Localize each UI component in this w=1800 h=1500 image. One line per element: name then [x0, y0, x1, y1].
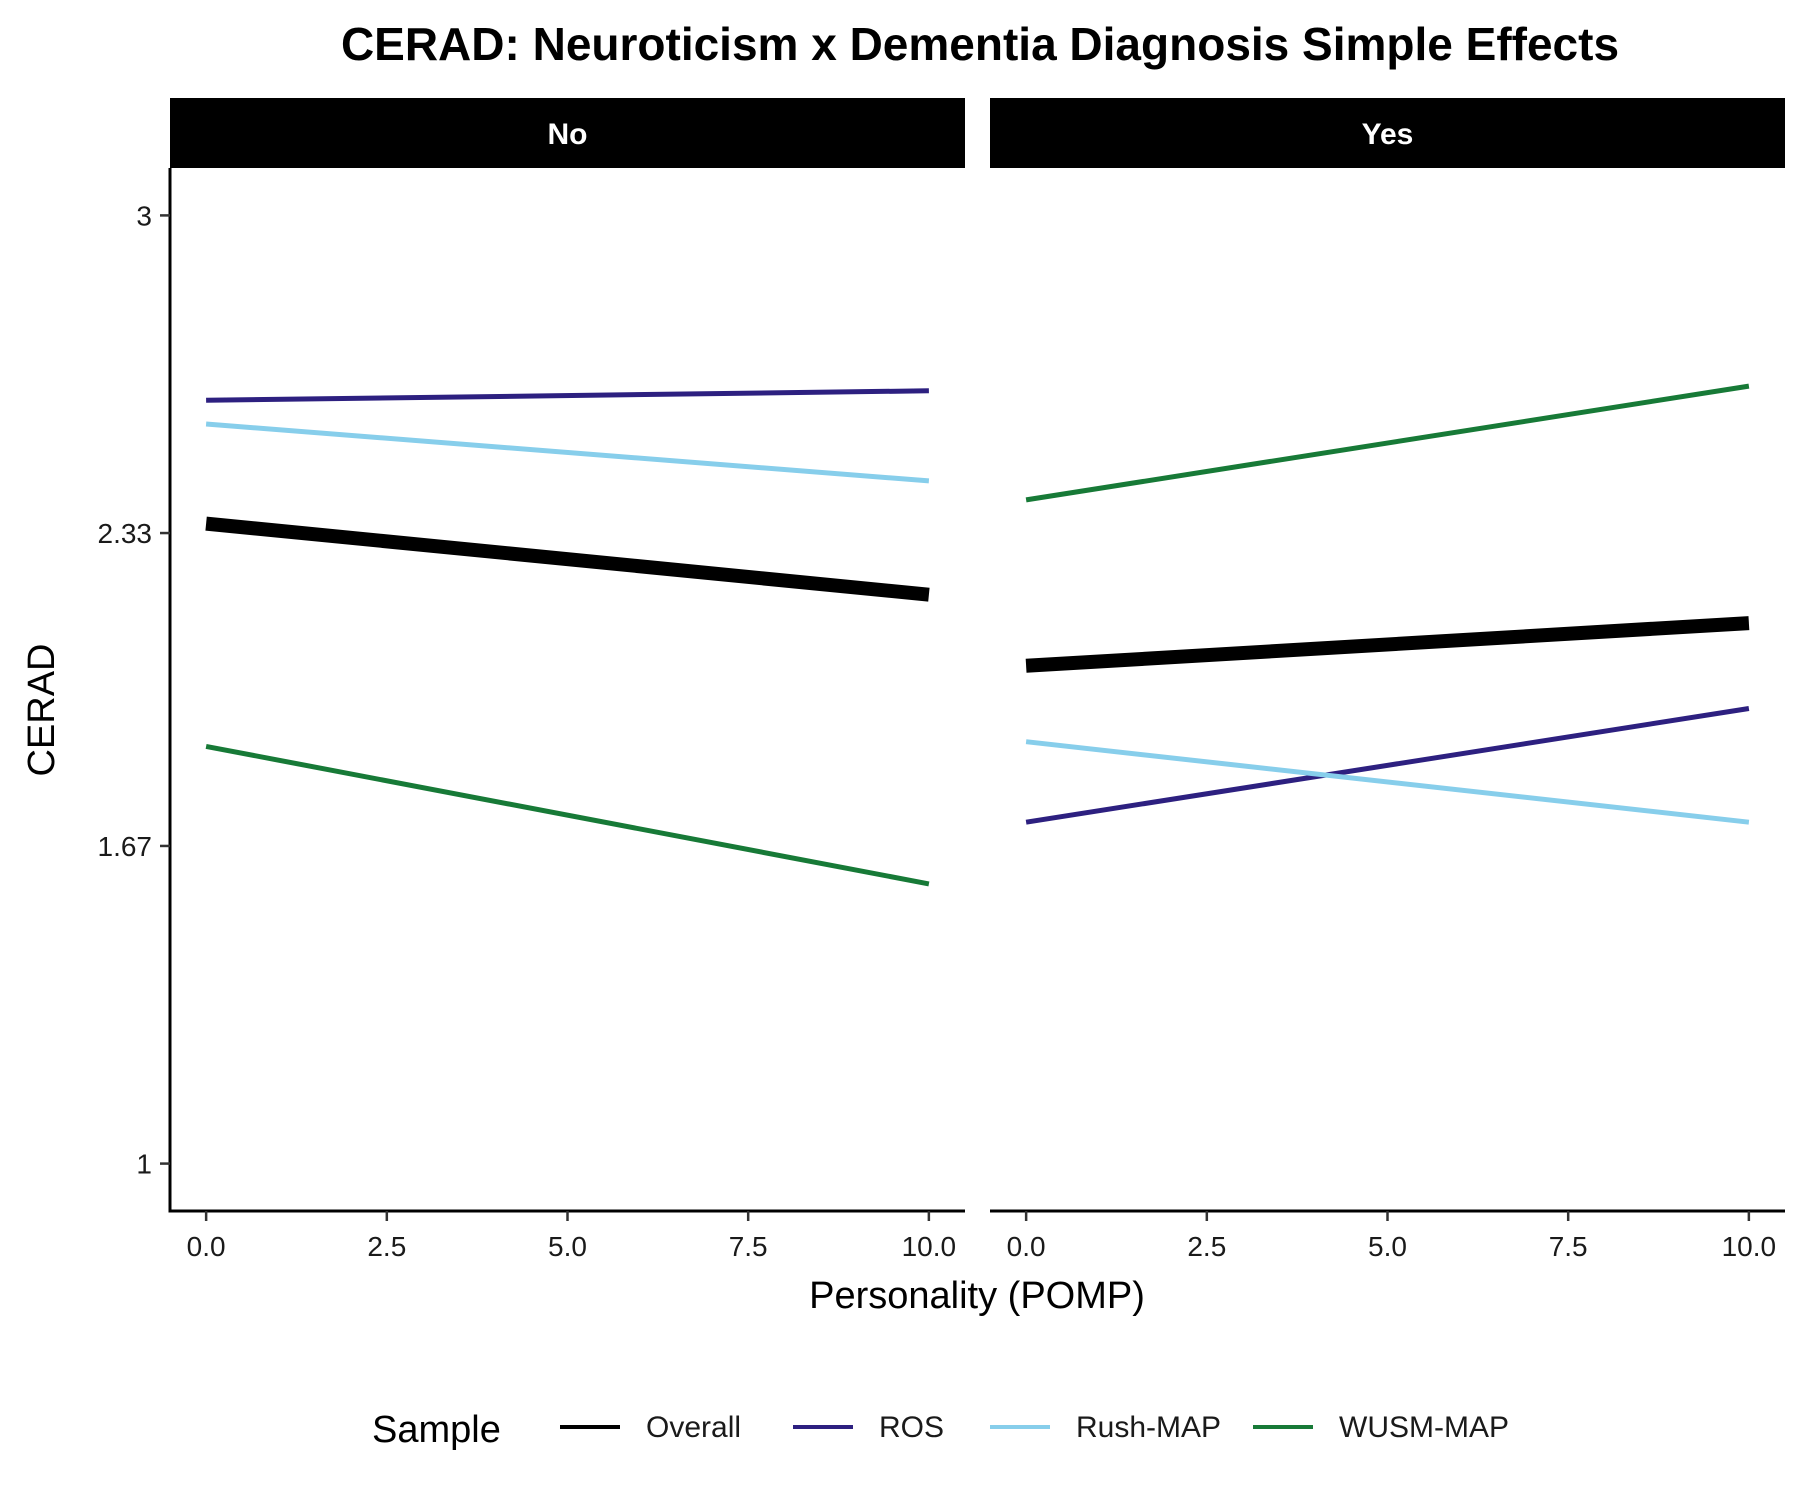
series-line-no-rush-map [205, 421, 930, 484]
x-tick-label-yes-1: 2.5 [1187, 1231, 1226, 1262]
facet-strip-no [170, 98, 965, 168]
x-tick-label-no-2: 5.0 [548, 1231, 587, 1262]
x-axis-title: Personality (POMP) [809, 1275, 1145, 1317]
legend: Sample Overall ROS Rush-MAP WUSM-MAP [372, 1409, 1509, 1451]
x-tick-label-no-1: 2.5 [367, 1231, 406, 1262]
y-axis-title: CERAD [21, 643, 63, 776]
x-tick-label-yes-4: 10.0 [1722, 1231, 1777, 1262]
series-line-yes-ros [1025, 706, 1750, 825]
chart-title: CERAD: Neuroticism x Dementia Diagnosis … [341, 18, 1619, 70]
facet-strip-yes [990, 98, 1785, 168]
legend-label-overall: Overall [646, 1411, 741, 1444]
series-line-yes-rush-map [1025, 739, 1750, 825]
series-line-no-overall [205, 516, 930, 602]
facet-panel-no: No [170, 98, 965, 887]
facet-strip-label-no: No [548, 118, 588, 151]
y-tick-label-0: 1 [136, 1149, 152, 1180]
series-line-yes-overall [1025, 616, 1750, 673]
x-tick-label-yes-0: 0.0 [1007, 1231, 1046, 1262]
series-line-yes-wusm-map [1025, 383, 1750, 503]
x-tick-label-no-3: 7.5 [729, 1231, 768, 1262]
x-tick-label-yes-3: 7.5 [1549, 1231, 1588, 1262]
legend-label-ros: ROS [879, 1411, 944, 1444]
x-tick-label-no-0: 0.0 [187, 1231, 226, 1262]
series-layer-no [205, 388, 930, 887]
y-tick-label-3: 3 [136, 200, 152, 231]
y-tick-label-1: 1.67 [98, 831, 153, 862]
y-tick-label-2: 2.33 [98, 518, 153, 549]
series-line-no-ros [206, 388, 929, 403]
facet-panel-yes: Yes [990, 98, 1785, 825]
facet-strip-label-yes: Yes [1362, 118, 1414, 151]
x-tick-label-yes-2: 5.0 [1368, 1231, 1407, 1262]
legend-label-wusm-map: WUSM-MAP [1339, 1411, 1509, 1444]
series-layer-yes [1025, 383, 1750, 825]
legend-title: Sample [372, 1409, 501, 1451]
legend-label-rush-map: Rush-MAP [1076, 1411, 1221, 1444]
series-line-no-wusm-map [205, 743, 930, 887]
legend-items: Overall ROS Rush-MAP WUSM-MAP [560, 1411, 1509, 1444]
x-tick-label-no-4: 10.0 [902, 1231, 957, 1262]
axes-layer: 0.0 2.5 5.0 7.5 10.0 0.0 2.5 5.0 7.5 10.0 1 1.67 2.3… [98, 168, 1785, 1262]
